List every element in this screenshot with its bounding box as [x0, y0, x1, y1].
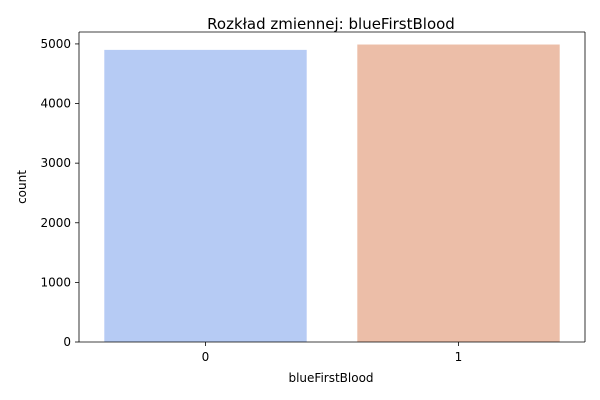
y-tick-label: 3000 — [40, 156, 71, 170]
y-tick-label: 5000 — [40, 37, 71, 51]
chart-title: Rozkład zmiennej: blueFirstBlood — [207, 15, 455, 33]
x-tick-label: 0 — [202, 350, 210, 364]
y-axis-title: count — [15, 170, 29, 204]
bar-1 — [357, 44, 560, 343]
y-tick-label: 2000 — [40, 216, 71, 230]
y-tick-label: 1000 — [40, 275, 71, 289]
bar-0 — [104, 49, 307, 343]
x-tick-label: 1 — [455, 350, 463, 364]
y-tick-label: 4000 — [40, 97, 71, 111]
y-axis-ticks: 0 1000 2000 3000 4000 5000 — [40, 37, 79, 349]
x-axis-title: blueFirstBlood — [288, 371, 373, 385]
y-tick-label: 0 — [63, 335, 71, 349]
bars-group — [104, 44, 560, 343]
